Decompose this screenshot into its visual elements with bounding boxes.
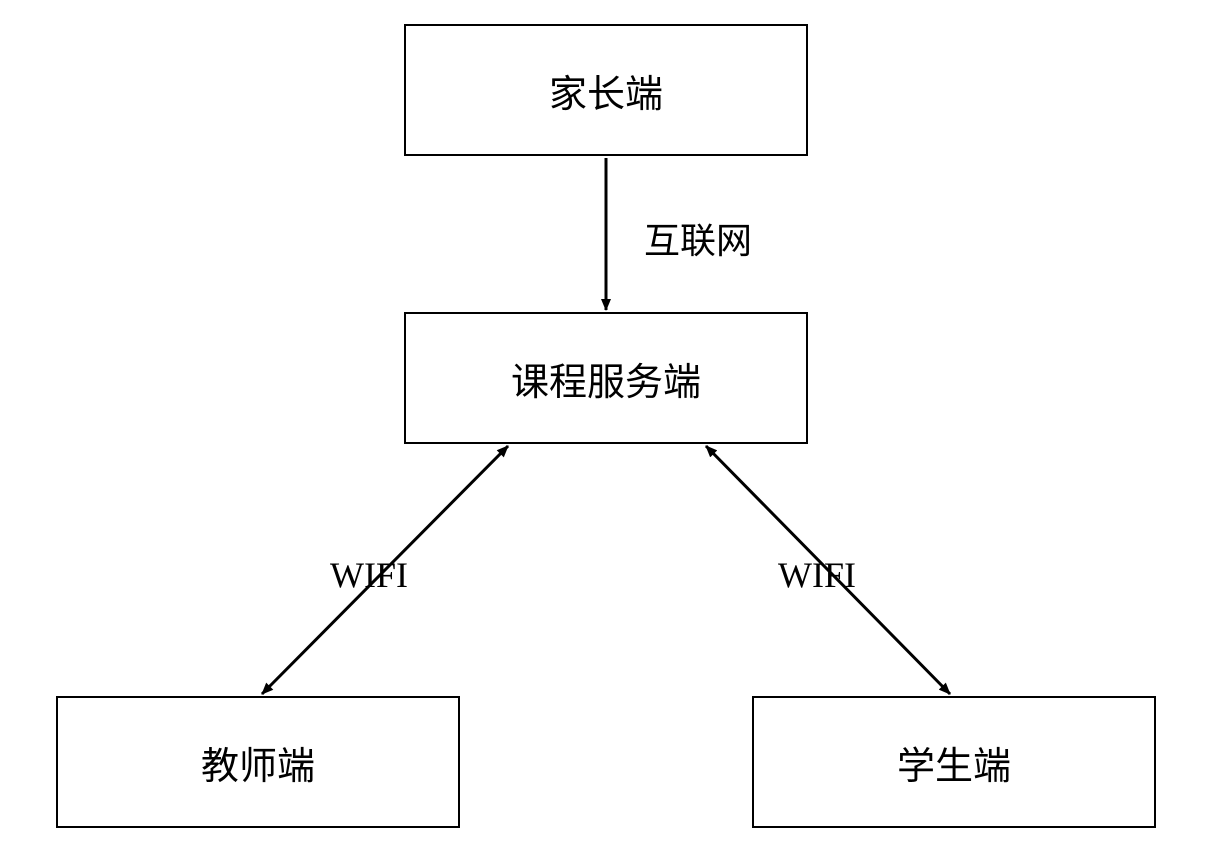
node-parent: 家长端 — [404, 24, 808, 156]
node-label: 家长端 — [549, 63, 663, 118]
node-label: 学生端 — [897, 735, 1011, 790]
node-label: 课程服务端 — [511, 351, 701, 406]
node-label: 教师端 — [201, 735, 315, 790]
node-student: 学生端 — [752, 696, 1156, 828]
flowchart-diagram: 家长端课程服务端教师端 学生端 互联网 WIFI WIFI — [0, 0, 1214, 863]
node-teacher: 教师端 — [56, 696, 460, 828]
edge-label-server-teacher: WIFI — [330, 554, 408, 596]
edge-label-server-student: WIFI — [778, 554, 856, 596]
edge-label-parent-server: 互联网 — [644, 212, 752, 264]
node-server: 课程服务端 — [404, 312, 808, 444]
